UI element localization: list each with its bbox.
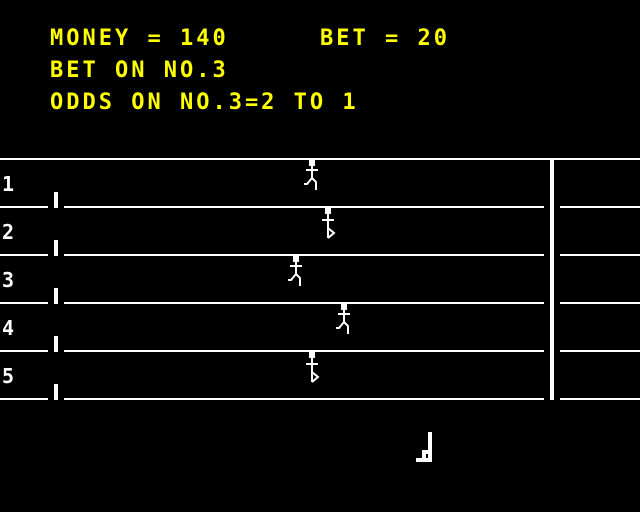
lane-number-3: 3 [2,268,15,292]
lane-number-1: 1 [2,172,15,196]
cursor-marker-icon [416,432,432,462]
runner-5-sprite [306,352,320,383]
lane-dividers [0,206,640,400]
odds-readout: ODDS ON NO.3=2 TO 1 [50,90,359,115]
bet-amount-readout: BET = 20 [320,26,450,51]
bet-on-readout: BET ON NO.3 [50,58,229,83]
lane-number-5: 5 [2,364,15,388]
runner-4-sprite [336,304,350,334]
lane-number-2: 2 [2,220,15,244]
runner-3-sprite [288,256,302,286]
runner-1-sprite [304,160,318,190]
money-readout: MONEY = 140 [50,26,229,51]
start-gate-markers [54,192,58,400]
lane-number-4: 4 [2,316,15,340]
finish-line-post [550,158,554,400]
track-top-rail [0,158,640,160]
runner-2-sprite [322,208,336,239]
